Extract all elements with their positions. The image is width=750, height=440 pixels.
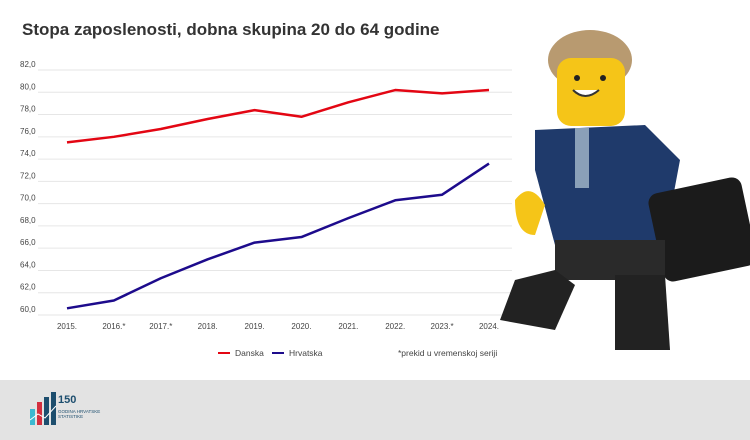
- y-tick-label: 70,0: [20, 194, 36, 203]
- dzs-150-logo: 150 GODINA HRVATSKE STATISTIKE: [29, 392, 100, 425]
- x-tick-label: 2021.: [338, 322, 358, 331]
- logo-text: GODINA HRVATSKE: [58, 409, 100, 414]
- x-tick-label: 2023.*: [431, 322, 454, 331]
- y-tick-label: 72,0: [20, 171, 36, 180]
- x-tick-label: 2016.*: [102, 322, 125, 331]
- y-tick-label: 60,0: [20, 305, 36, 314]
- lego-businessman-image: [500, 30, 750, 350]
- x-tick-label: 2018.: [198, 322, 218, 331]
- x-tick-label: 2020.: [291, 322, 311, 331]
- x-tick-label: 2019.: [245, 322, 265, 331]
- legend-label: Danska: [235, 348, 264, 358]
- y-tick-label: 82,0: [20, 60, 36, 69]
- y-tick-label: 78,0: [20, 105, 36, 114]
- series-line-danska: [66, 88, 490, 144]
- footnote: *prekid u vremenskoj seriji: [398, 348, 498, 358]
- line-chart: 60,0 62,0 64,0 66,0 68,0 70,0 72,0 74,0 76,0 78,0…: [20, 60, 512, 331]
- legend-hrvatska: Hrvatska: [272, 348, 323, 358]
- y-tick-label: 80,0: [20, 82, 36, 91]
- y-tick-label: 66,0: [20, 238, 36, 247]
- y-tick-label: 74,0: [20, 149, 36, 158]
- x-tick-label: 2017.*: [149, 322, 172, 331]
- legend-swatch-hrvatska: [272, 352, 284, 354]
- legend-label: Hrvatska: [289, 348, 323, 358]
- y-tick-label: 76,0: [20, 127, 36, 136]
- x-tick-label: 2015.: [57, 322, 77, 331]
- y-tick-label: 68,0: [20, 216, 36, 225]
- legend-danska: Danska: [218, 348, 264, 358]
- x-tick-label: 2022.: [385, 322, 405, 331]
- x-tick-label: 2024.: [479, 322, 499, 331]
- y-tick-label: 62,0: [20, 283, 36, 292]
- chart-title: Stopa zaposlenosti, dobna skupina 20 do …: [22, 20, 440, 39]
- logo-number: 150: [58, 394, 76, 406]
- footer-bar: [0, 380, 750, 440]
- series-line-hrvatska: [66, 162, 490, 310]
- y-tick-label: 64,0: [20, 260, 36, 269]
- legend-swatch-danska: [218, 352, 230, 354]
- logo-text: STATISTIKE: [58, 414, 83, 419]
